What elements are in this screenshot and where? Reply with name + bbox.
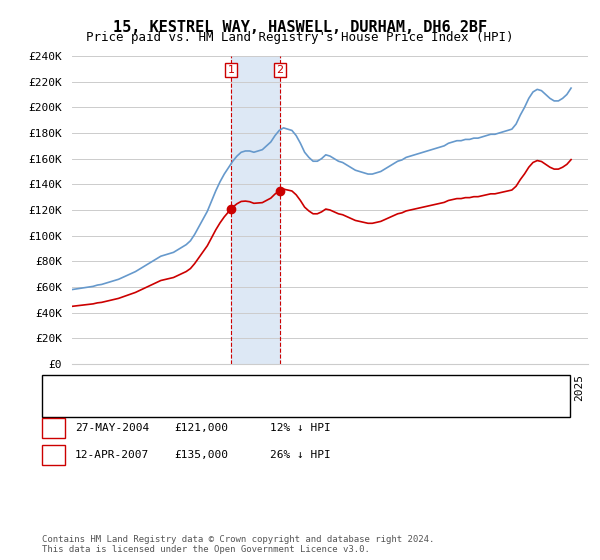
- Text: Contains HM Land Registry data © Crown copyright and database right 2024.
This d: Contains HM Land Registry data © Crown c…: [42, 535, 434, 554]
- Text: HPI: Average price, detached house, County Durham: HPI: Average price, detached house, Coun…: [84, 400, 415, 410]
- Text: £121,000: £121,000: [174, 423, 228, 433]
- Text: 27-MAY-2004: 27-MAY-2004: [75, 423, 149, 433]
- Text: 1: 1: [227, 66, 235, 75]
- Text: 12% ↓ HPI: 12% ↓ HPI: [270, 423, 331, 433]
- Text: 1: 1: [50, 422, 57, 435]
- Text: 2: 2: [50, 449, 57, 462]
- Text: 12-APR-2007: 12-APR-2007: [75, 450, 149, 460]
- Text: £135,000: £135,000: [174, 450, 228, 460]
- Text: 2: 2: [276, 66, 283, 75]
- Text: 15, KESTREL WAY, HASWELL, DURHAM, DH6 2BF (detached house): 15, KESTREL WAY, HASWELL, DURHAM, DH6 2B…: [84, 382, 476, 392]
- Text: Price paid vs. HM Land Registry's House Price Index (HPI): Price paid vs. HM Land Registry's House …: [86, 31, 514, 44]
- Bar: [231, 56, 280, 364]
- Text: 15, KESTREL WAY, HASWELL, DURHAM, DH6 2BF: 15, KESTREL WAY, HASWELL, DURHAM, DH6 2B…: [113, 20, 487, 35]
- Text: 26% ↓ HPI: 26% ↓ HPI: [270, 450, 331, 460]
